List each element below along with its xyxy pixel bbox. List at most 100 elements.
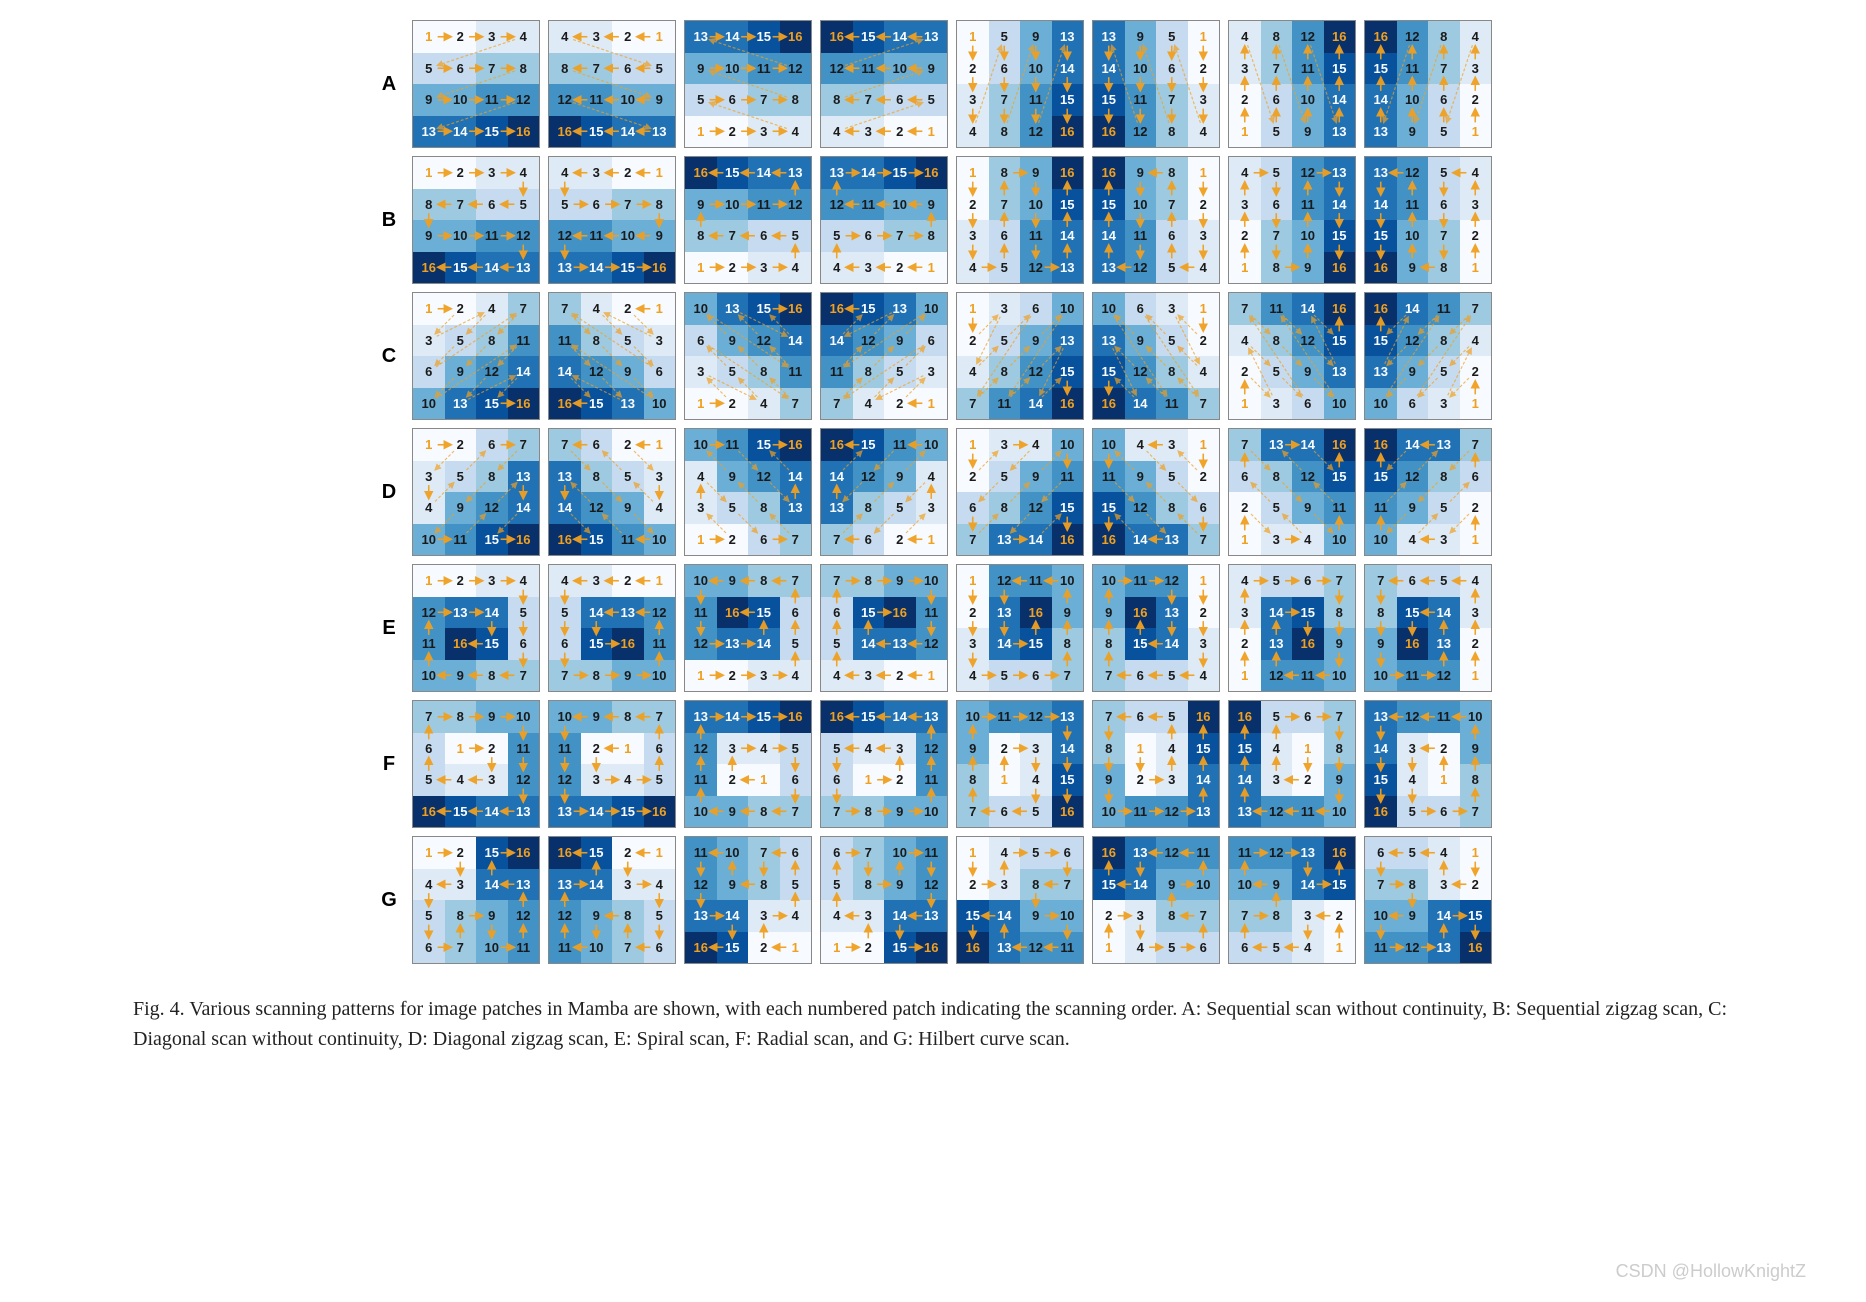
- patch-cell: 7: [1229, 429, 1261, 461]
- patch-cell: 3: [644, 325, 676, 357]
- patch-grid: 12348765910111216151413: [412, 156, 540, 284]
- patch-cell: 8: [853, 356, 885, 388]
- patch-cell: 11: [1397, 53, 1429, 85]
- patch-cell: 11: [549, 932, 581, 964]
- patch-cell: 1: [1188, 565, 1220, 597]
- patch-cell: 10: [1093, 565, 1125, 597]
- patch-cell: 15: [1229, 733, 1261, 765]
- patch-cell: 6: [1156, 53, 1188, 85]
- patch-cell: 9: [1093, 597, 1125, 629]
- patch-cell: 3: [1125, 900, 1157, 932]
- patch-cell: 11: [916, 764, 948, 796]
- patch-cell: 7: [549, 660, 581, 692]
- patch-cell: 14: [1125, 869, 1157, 901]
- patch-cell: 2: [853, 932, 885, 964]
- patch-cell: 15: [1365, 764, 1397, 796]
- patch-cell: 12: [1020, 932, 1052, 964]
- patch-cell: 7: [853, 84, 885, 116]
- patch-cell: 7: [1052, 869, 1084, 901]
- patch-cell: 11: [1093, 461, 1125, 493]
- patch-cell: 5: [1261, 565, 1293, 597]
- patch-cell: 6: [1397, 565, 1429, 597]
- patch-cell: 15: [853, 701, 885, 733]
- patch-cell: 6: [476, 189, 508, 221]
- patch-grid: 12345678910111213141516: [412, 20, 540, 148]
- patch-cell: 5: [1156, 701, 1188, 733]
- patch-cell: 15: [853, 429, 885, 461]
- patch-cell: 5: [1156, 932, 1188, 964]
- patch-cell: 8: [1261, 252, 1293, 284]
- patch-cell: 1: [413, 293, 445, 325]
- patch-cell: 7: [549, 293, 581, 325]
- patch-cell: 11: [1020, 565, 1052, 597]
- patch-cell: 9: [1397, 252, 1429, 284]
- patch-cell: 8: [1156, 157, 1188, 189]
- patch-cell: 10: [685, 796, 717, 828]
- patch-cell: 4: [853, 733, 885, 765]
- patch-cell: 3: [581, 565, 613, 597]
- patch-cell: 13: [1156, 524, 1188, 556]
- patch-cell: 15: [612, 796, 644, 828]
- patch-cell: 2: [445, 157, 477, 189]
- patch-cell: 5: [1156, 21, 1188, 53]
- patch-cell: 1: [685, 388, 717, 420]
- patch-cell: 14: [1292, 869, 1324, 901]
- patch-cell: 5: [717, 356, 749, 388]
- patch-cell: 3: [1156, 429, 1188, 461]
- patch-cell: 6: [916, 325, 948, 357]
- patch-cell: 4: [1397, 764, 1429, 796]
- patch-cell: 9: [476, 701, 508, 733]
- patch-cell: 16: [1365, 429, 1397, 461]
- patch-cell: 7: [1460, 429, 1492, 461]
- patch-cell: 12: [1397, 701, 1429, 733]
- patch-cell: 5: [644, 764, 676, 796]
- patch-grid: 45673141582131691121110: [1228, 564, 1356, 692]
- patch-cell: 6: [644, 932, 676, 964]
- patch-cell: 3: [476, 21, 508, 53]
- patch-cell: 14: [1052, 733, 1084, 765]
- patch-cell: 12: [581, 492, 613, 524]
- patch-cell: 1: [1188, 21, 1220, 53]
- patch-cell: 1: [1229, 252, 1261, 284]
- patch-cell: 12: [1261, 837, 1293, 869]
- patch-cell: 15: [957, 900, 989, 932]
- patch-cell: 14: [717, 900, 749, 932]
- patch-cell: 14: [476, 252, 508, 284]
- patch-cell: 3: [989, 869, 1021, 901]
- patch-cell: 10: [685, 429, 717, 461]
- patch-cell: 5: [1020, 837, 1052, 869]
- patch-cell: 12: [1020, 701, 1052, 733]
- patch-cell: 4: [748, 733, 780, 765]
- patch-cell: 5: [821, 628, 853, 660]
- patch-cell: 2: [612, 157, 644, 189]
- patch-cell: 13: [1324, 116, 1356, 148]
- patch-cell: 13: [508, 252, 540, 284]
- patch-cell: 12: [413, 597, 445, 629]
- patch-cell: 15: [1324, 53, 1356, 85]
- patch-cell: 16: [1052, 388, 1084, 420]
- patch-cell: 10: [1292, 84, 1324, 116]
- patch-cell: 5: [916, 84, 948, 116]
- patch-cell: 2: [748, 932, 780, 964]
- patch-cell: 12: [1156, 837, 1188, 869]
- patch-cell: 9: [1397, 116, 1429, 148]
- patch-cell: 9: [1292, 116, 1324, 148]
- patch-cell: 8: [1052, 628, 1084, 660]
- patch-cell: 11: [989, 388, 1021, 420]
- patch-cell: 6: [1397, 388, 1429, 420]
- patch-cell: 4: [508, 565, 540, 597]
- patch-cell: 11: [1292, 796, 1324, 828]
- patch-cell: 13: [508, 461, 540, 493]
- patch-cell: 2: [612, 21, 644, 53]
- patch-cell: 5: [508, 189, 540, 221]
- patch-grid: 11211102131693141584567: [956, 564, 1084, 692]
- patch-cell: 10: [916, 293, 948, 325]
- patch-cell: 5: [1261, 701, 1293, 733]
- patch-cell: 4: [1229, 325, 1261, 357]
- patch-cell: 2: [717, 252, 749, 284]
- patch-cell: 11: [748, 53, 780, 85]
- patch-cell: 12: [916, 733, 948, 765]
- patch-cell: 8: [612, 701, 644, 733]
- patch-cell: 14: [780, 325, 812, 357]
- patch-cell: 15: [748, 701, 780, 733]
